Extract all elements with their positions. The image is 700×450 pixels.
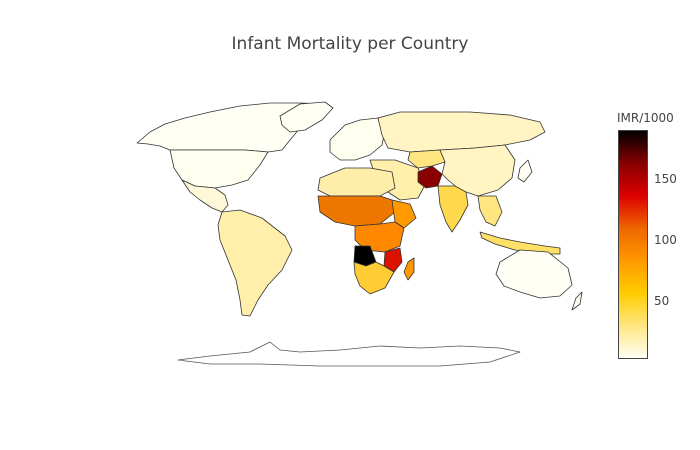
region-china: [439, 144, 516, 197]
region-india: [437, 185, 469, 233]
region-mozambique: [383, 247, 403, 273]
region-new-zealand: [571, 291, 583, 311]
region-japan: [517, 159, 533, 183]
region-europe: [329, 117, 386, 161]
region-greenland: [279, 101, 334, 133]
colorbar-gradient: [618, 130, 648, 359]
colorbar-tick-label: 50: [654, 293, 670, 308]
region-indonesia: [479, 231, 561, 255]
region-russia: [377, 111, 546, 153]
region-madagascar: [403, 257, 415, 281]
region-south-america: [217, 209, 293, 317]
colorbar-tick-label: 150: [654, 171, 677, 186]
colorbar-title: IMR/1000: [617, 111, 674, 125]
region-southern-africa: [353, 261, 395, 295]
region-australia: [495, 249, 573, 299]
region-north-africa: [317, 167, 396, 197]
colorbar-tick-label: 100: [654, 232, 677, 247]
region-antarctica: [177, 341, 521, 367]
region-west-africa: [317, 195, 396, 227]
region-mexico-central-america: [181, 179, 229, 213]
region-central-africa: [354, 221, 405, 253]
region-usa: [169, 149, 269, 189]
region-southeast-asia: [477, 195, 503, 227]
region-horn-of-africa: [391, 199, 417, 229]
region-afghanistan: [417, 165, 443, 189]
chart-title: Infant Mortality per Country: [231, 34, 469, 54]
region-central-asia: [407, 149, 446, 169]
